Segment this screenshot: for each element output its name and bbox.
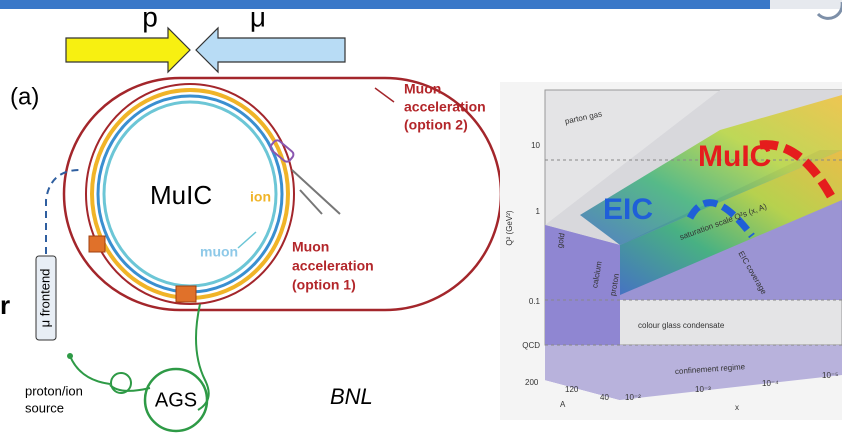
option1-line: acceleration bbox=[292, 258, 374, 274]
magnet bbox=[176, 286, 196, 302]
option1-line: Muon bbox=[292, 239, 329, 255]
proton-arrow bbox=[66, 28, 190, 72]
y-tick: 0.1 bbox=[529, 297, 541, 306]
y-tick: 10 bbox=[531, 141, 540, 150]
magnet bbox=[89, 236, 105, 252]
header-bar bbox=[0, 0, 770, 9]
a-tick: 40 bbox=[600, 393, 609, 402]
source-line: proton/ion bbox=[25, 383, 83, 398]
header-end bbox=[770, 0, 842, 9]
a-tick: 120 bbox=[565, 385, 579, 394]
muon-arrow bbox=[196, 28, 345, 72]
option2-line: Muon bbox=[404, 81, 441, 97]
x-tick: 10⁻⁵ bbox=[822, 371, 838, 380]
option2-line: acceleration bbox=[404, 99, 486, 115]
y-axis-label: Q² (GeV²) bbox=[505, 210, 514, 245]
option2-line: (option 2) bbox=[404, 117, 468, 133]
frontend-label: μ frontend bbox=[37, 269, 52, 328]
beam-label: p bbox=[142, 1, 158, 32]
source-dot bbox=[67, 353, 73, 359]
option1-line: (option 1) bbox=[292, 277, 356, 293]
x-tick: 10⁻² bbox=[625, 393, 641, 402]
slide: p μ (a) MuIC ion muon Muon acceleration … bbox=[0, 0, 842, 434]
beam-label: μ bbox=[250, 1, 266, 32]
site-label: BNL bbox=[330, 384, 373, 409]
x-axis-label: x bbox=[735, 403, 739, 412]
detector bbox=[269, 139, 295, 164]
a-axis-label: A bbox=[560, 400, 566, 409]
ags-label: AGS bbox=[155, 389, 197, 411]
muon-label: muon bbox=[200, 244, 238, 260]
a-tick: 200 bbox=[525, 378, 539, 387]
ion-label: ion bbox=[250, 189, 271, 205]
eic-label: EIC bbox=[603, 193, 653, 226]
direction-arrow bbox=[375, 88, 394, 102]
cut-text: r bbox=[0, 290, 10, 320]
y-tick: 1 bbox=[536, 207, 541, 216]
y-tick: QCD bbox=[522, 341, 540, 350]
kicker bbox=[292, 170, 340, 214]
ring-label: MuIC bbox=[150, 180, 212, 210]
x-tick: 10⁻³ bbox=[695, 385, 711, 394]
panel-label: (a) bbox=[10, 83, 39, 110]
region-label: colour glass condensate bbox=[638, 321, 725, 330]
source-line: source bbox=[25, 400, 64, 415]
muon-arrow-small bbox=[238, 232, 256, 248]
x-tick: 10⁻⁴ bbox=[762, 379, 779, 388]
muic-label: MuIC bbox=[698, 140, 771, 173]
